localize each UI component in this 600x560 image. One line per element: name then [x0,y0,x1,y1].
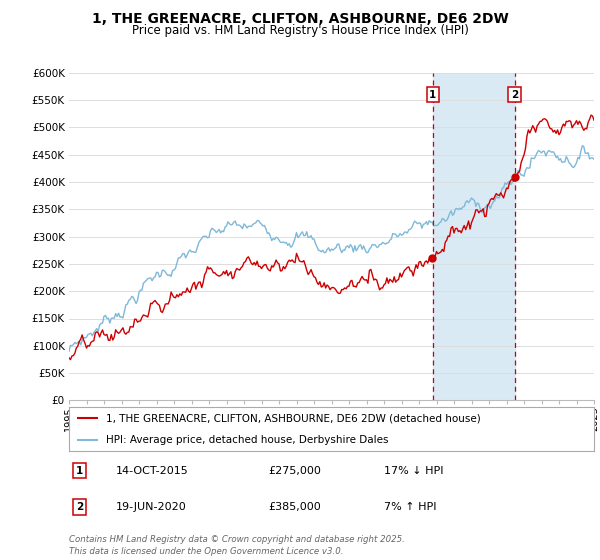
Text: Contains HM Land Registry data © Crown copyright and database right 2025.
This d: Contains HM Land Registry data © Crown c… [69,535,405,556]
Text: 1, THE GREENACRE, CLIFTON, ASHBOURNE, DE6 2DW (detached house): 1, THE GREENACRE, CLIFTON, ASHBOURNE, DE… [106,413,481,423]
Text: 7% ↑ HPI: 7% ↑ HPI [384,502,437,512]
Text: 2: 2 [76,502,83,512]
Text: 1, THE GREENACRE, CLIFTON, ASHBOURNE, DE6 2DW: 1, THE GREENACRE, CLIFTON, ASHBOURNE, DE… [92,12,508,26]
Text: £385,000: £385,000 [269,502,321,512]
Bar [433,73,515,400]
Text: Price paid vs. HM Land Registry's House Price Index (HPI): Price paid vs. HM Land Registry's House … [131,24,469,36]
Text: 17% ↓ HPI: 17% ↓ HPI [384,466,443,476]
Text: 1: 1 [429,90,436,100]
Text: 2: 2 [511,90,518,100]
Text: 19-JUN-2020: 19-JUN-2020 [116,502,187,512]
Text: 1: 1 [76,466,83,476]
Text: 14-OCT-2015: 14-OCT-2015 [116,466,189,476]
Text: £275,000: £275,000 [269,466,322,476]
Text: HPI: Average price, detached house, Derbyshire Dales: HPI: Average price, detached house, Derb… [106,435,388,445]
